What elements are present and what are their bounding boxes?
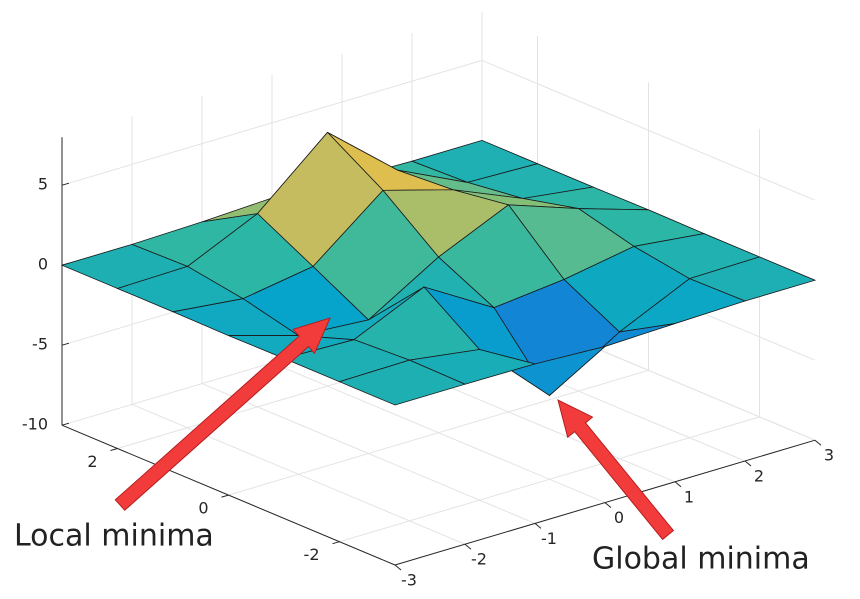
z-tick bbox=[61, 422, 70, 426]
y-tick-label: 0 bbox=[198, 499, 208, 518]
x-tick-label: 2 bbox=[754, 467, 764, 486]
z-tick bbox=[61, 342, 70, 346]
x-tick-label: -2 bbox=[471, 550, 487, 569]
y-tick bbox=[110, 448, 118, 451]
x-tick-label: -1 bbox=[541, 529, 557, 548]
annotation: Global minima bbox=[592, 542, 810, 577]
surface-cell bbox=[338, 359, 467, 406]
x-tick-label: 0 bbox=[614, 508, 624, 527]
x-tick bbox=[464, 543, 472, 550]
x-tick bbox=[814, 439, 822, 446]
x-tick bbox=[534, 523, 542, 529]
y-tick bbox=[332, 541, 340, 545]
x-tick bbox=[744, 460, 752, 467]
annotation: Local minima bbox=[14, 519, 214, 554]
y-tick bbox=[221, 494, 229, 498]
z-tick-label: 5 bbox=[38, 175, 48, 194]
x-tick bbox=[604, 502, 612, 508]
z-tick-label: -10 bbox=[22, 415, 48, 434]
x-tick-label: -3 bbox=[401, 571, 417, 590]
arrow bbox=[114, 317, 331, 511]
arrow bbox=[557, 399, 675, 541]
x-tick-label: 1 bbox=[684, 487, 694, 506]
y-tick-label: 2 bbox=[87, 452, 97, 471]
x-tick-label: 3 bbox=[824, 446, 834, 465]
grid-line bbox=[481, 59, 816, 201]
surface bbox=[60, 131, 817, 406]
x-tick bbox=[674, 481, 682, 488]
grid-line bbox=[228, 369, 649, 496]
y-tick-label: -2 bbox=[304, 545, 320, 564]
grid-line bbox=[61, 59, 483, 186]
z-tick-label: -5 bbox=[32, 335, 48, 354]
z-tick bbox=[61, 182, 70, 186]
z-tick-label: 0 bbox=[38, 255, 48, 274]
grid-line bbox=[339, 416, 760, 543]
x-tick bbox=[394, 564, 402, 571]
